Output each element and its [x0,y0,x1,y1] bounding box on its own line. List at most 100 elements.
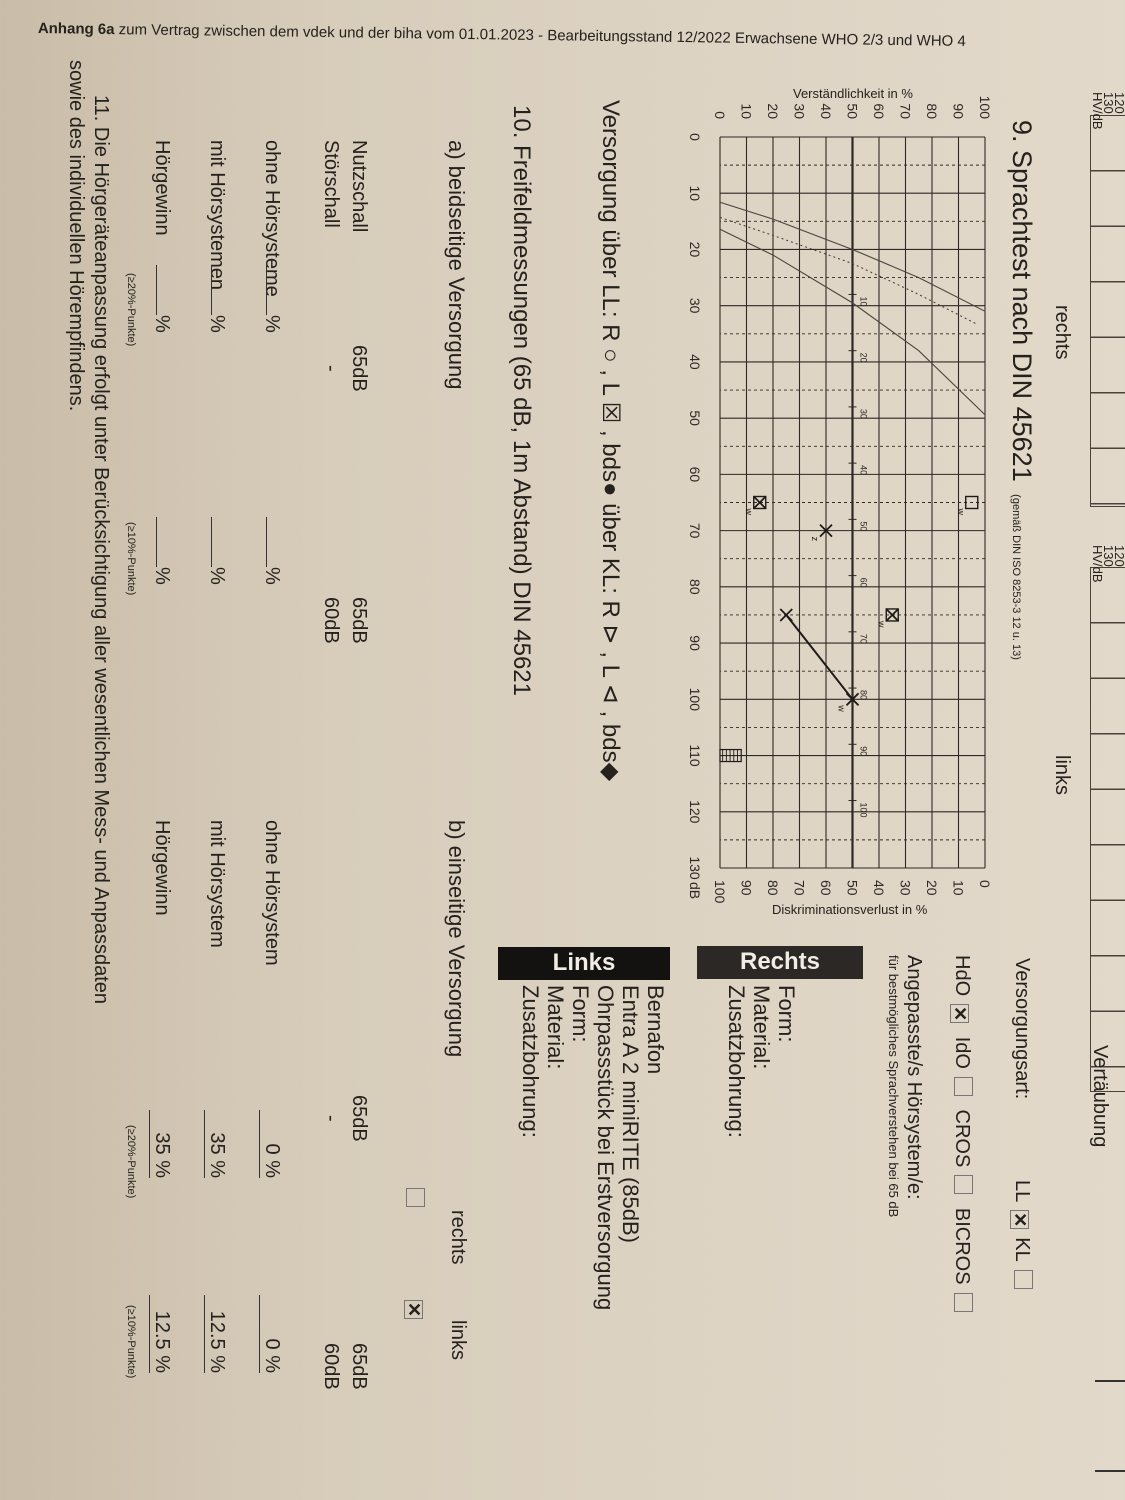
rechts-heading: Rechts [697,946,863,979]
section-10-title: 10. Freifeldmessungen (65 dB, 1m Abstand… [508,105,535,696]
boxed-x-marker [885,608,899,622]
x-tick-label: 50 [687,410,703,426]
pct: % [261,315,283,333]
x-marker [779,608,793,622]
b-col2-stoer: 60dB [320,1343,342,1390]
y-axis-title: Verständlichkeit in % [793,86,913,101]
square-marker [965,495,979,510]
y-tick-label: 20 [765,103,781,119]
pct: % [151,315,173,333]
a-col1-stoer: - [320,365,342,372]
a-col2-stoer: 60dB [320,597,342,644]
y-tick-label: 10 [739,103,755,119]
inner-scale-label: 60 [859,578,869,588]
y2-tick-label: 70 [792,880,808,896]
y-tick-label: 30 [792,103,808,119]
b-gewinn-value-2[interactable]: 12.5 % [149,1295,173,1373]
links-brand: Bernafon [643,985,668,1075]
b-gewinn-value-1[interactable]: 35 % [149,1110,173,1178]
y2-tick-label: 0 [977,880,993,888]
hdo-checkbox[interactable]: ✕ [950,1004,970,1024]
nutzschall-label: Nutzschall [348,140,370,233]
x-unit-label: dB [687,882,703,899]
b-links-checkbox[interactable]: ✕ [404,1300,424,1319]
bicros-label: BICROS [951,1207,973,1285]
links-model: Entra A 2 miniRITE (85dB) [618,985,643,1243]
a-note-2: (≥10%-Punkte) [125,522,137,596]
hatched-marker [719,748,742,763]
ido-label: IdO [951,1036,973,1069]
cros-checkbox[interactable] [954,1175,973,1195]
pct: % [206,315,228,333]
b-note-1: (≥20%-Punkte) [125,1125,137,1199]
rechts-material: Material: [749,985,774,1070]
b-note-2: (≥10%-Punkte) [125,1305,137,1379]
a-ohne-value-1[interactable]: % [260,265,283,333]
x-tick-label: 20 [687,242,703,258]
a-signal-labels: Nutzschall Störschall [317,140,373,232]
section-11-line-1: 11. Die Hörgeräteanpassung erfolgt unter… [90,95,112,1005]
ll-kl-row: LL ✕ KL [1010,1180,1033,1297]
ll-checkbox[interactable]: ✕ [1010,1210,1030,1230]
inner-scale-label: 20 [859,353,869,363]
y-tick-label: 50 [845,103,861,119]
a-note-1: (≥20%-Punkte) [125,273,137,347]
a-gewinn-value-1[interactable]: % [150,265,173,333]
a-col1-signals: 65dB - [317,345,373,392]
marker-label: w [876,620,886,628]
measurement-line [785,614,854,700]
b-ohne-value-1[interactable]: 0 % [259,1110,283,1178]
b-mit-value-1[interactable]: 35 % [204,1110,228,1178]
x-tick-label: 110 [687,744,703,767]
cros-label: CROS [951,1109,973,1168]
ido-checkbox[interactable] [954,1076,973,1096]
section-11-line-2: sowie des individuellen Hörempfindens. [65,60,87,412]
a-col2-signals: 65dB 60dB [317,597,373,644]
inner-scale-label: 40 [859,465,869,475]
pct: % [206,567,228,585]
y-tick-label: 70 [898,103,914,119]
links-heading: Links [498,947,670,980]
y2-tick-label: 90 [739,880,755,896]
kl-checkbox[interactable] [1014,1269,1033,1289]
y2-tick-label: 80 [765,880,781,896]
bicros-checkbox[interactable] [954,1292,973,1312]
x-tick-label: 10 [687,185,703,201]
a-col1-nutz: 65dB [348,345,370,392]
stoerschall-label: Störschall [320,140,342,228]
links-ohrpassstueck: Ohrpassstück bei Erstversorgung [593,985,618,1311]
a-mit-value-2[interactable]: % [205,517,228,585]
b-mit-value-2[interactable]: 12.5 % [204,1295,228,1373]
b-ohne-label: ohne Hörsystem [261,820,283,966]
b-col1-stoer: - [320,1115,342,1122]
b-ohne-value-2[interactable]: 0 % [259,1295,283,1373]
marker-label: w [837,704,847,712]
links-form: Form: [568,985,593,1043]
a-gewinn-value-2[interactable]: % [150,517,173,585]
a-ohne-value-2[interactable]: % [260,517,283,585]
a-mit-value-1[interactable]: % [205,265,228,333]
inner-scale-label: 100 [859,803,869,818]
boxed-x-marker [753,495,767,510]
rechts-zusatzbohrung: Zusatzbohrung: [724,985,749,1138]
x-tick-label: 80 [687,579,703,595]
b-col2-nutz: 65dB [348,1343,370,1390]
links-details: Bernafon Entra A 2 miniRITE (85dB) Ohrpa… [518,985,668,1310]
x-tick-label: 90 [687,635,703,651]
x-tick-label: 120 [687,800,703,824]
b-rechts-checkbox[interactable] [406,1188,425,1207]
x-tick-label: 0 [687,133,703,141]
pct: % [151,567,173,585]
x-marker [819,523,833,538]
b-col2-signals: 65dB 60dB [317,1343,373,1390]
b-col1-signals: 65dB - [317,1095,373,1142]
y-tick-label: 40 [818,103,834,119]
y2-tick-label: 30 [898,880,914,896]
x-tick-label: 40 [687,354,703,370]
b-rechts-label: rechts [447,1210,469,1265]
versorgung-legend: Versorgung über LL: R ○ , L ☒ , bds● übe… [597,100,624,782]
a-gewinn-label: Hörgewinn [151,140,173,236]
x-tick-label: 60 [687,467,703,483]
marker-label: w [956,508,966,516]
inner-scale-label: 80 [859,690,869,700]
